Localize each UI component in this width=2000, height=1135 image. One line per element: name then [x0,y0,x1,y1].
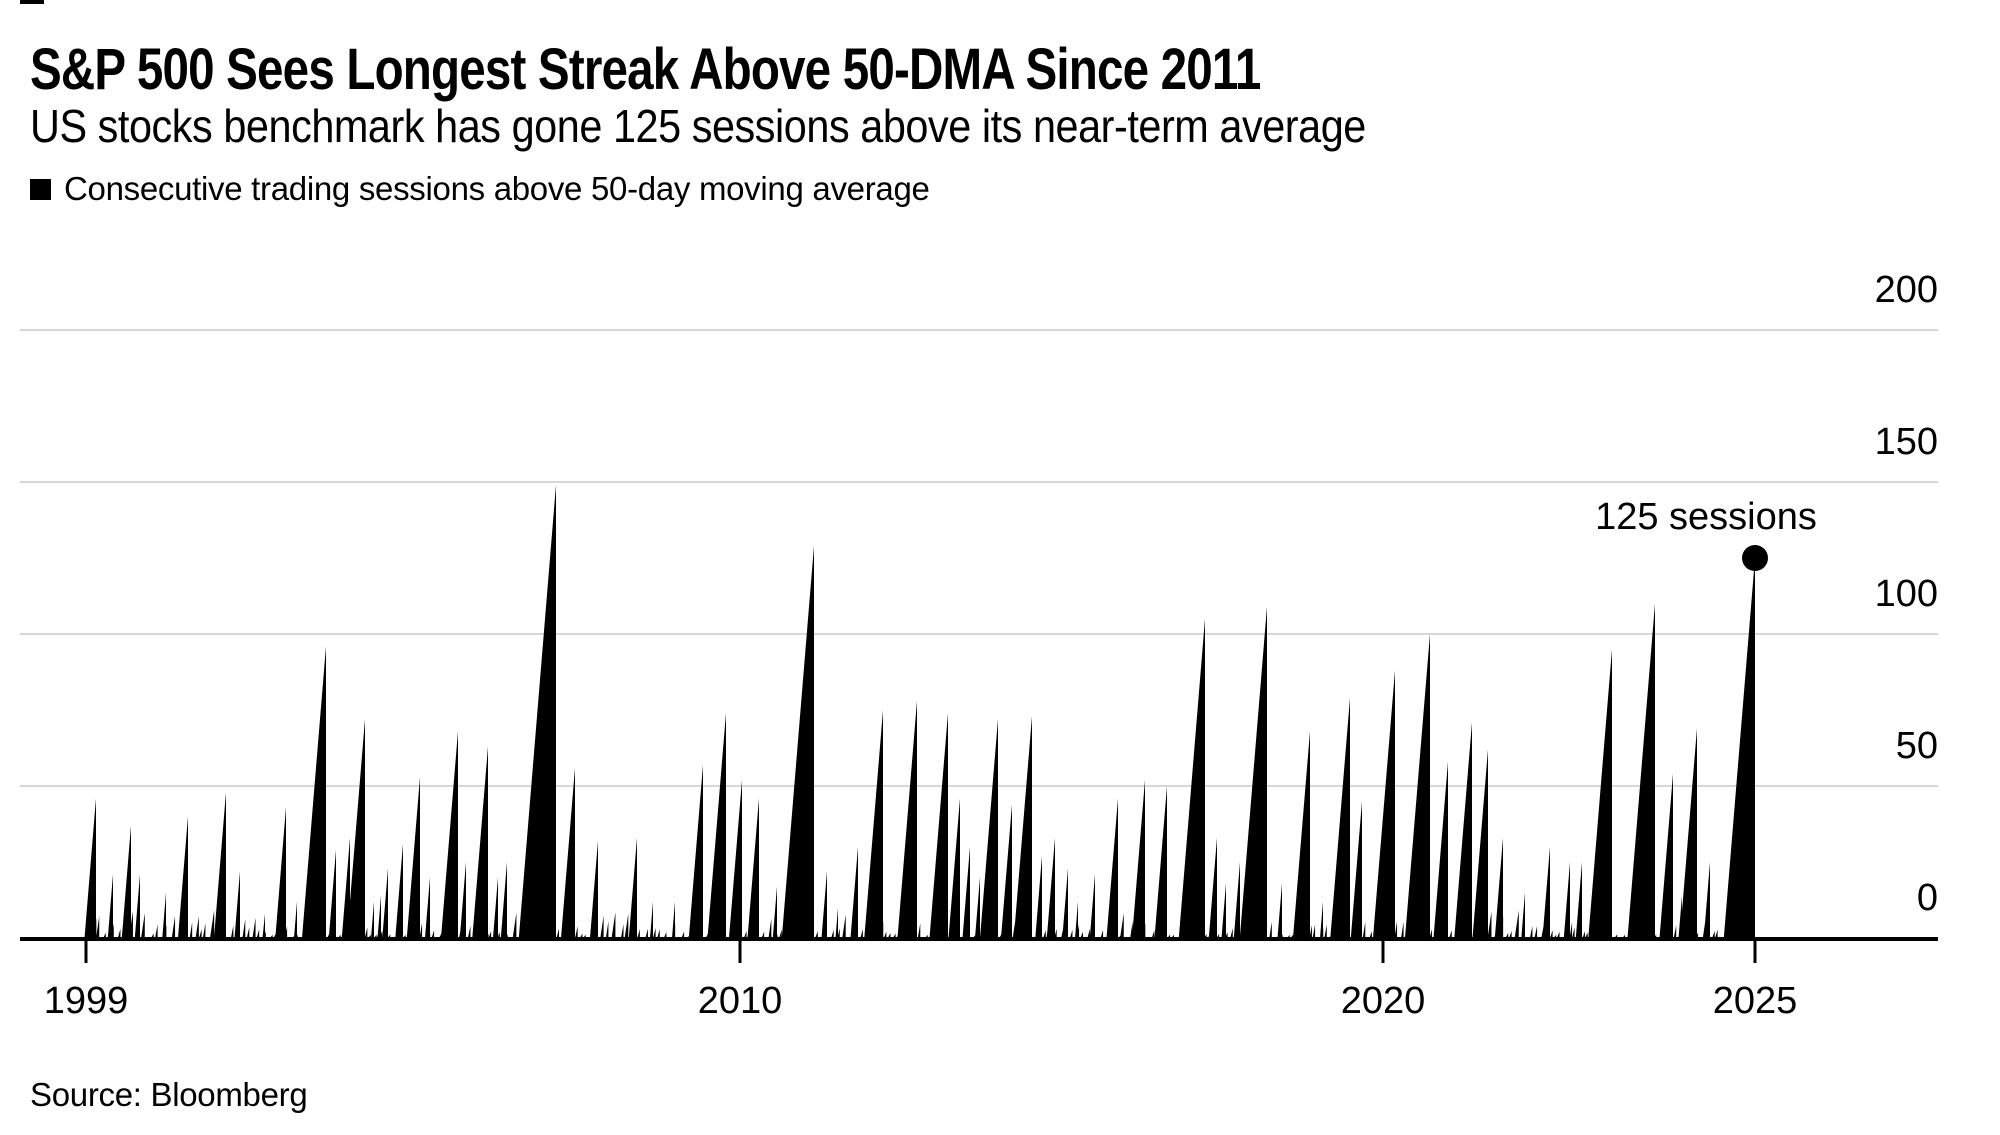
y-axis-label-200: 200 [1875,269,1938,311]
chart-subtitle: US stocks benchmark has gone 125 session… [30,100,1366,152]
y-axis-label-0: 0 [1917,877,1938,919]
x-axis-label-1999: 1999 [44,980,129,1022]
y-axis-label-50: 50 [1896,725,1938,767]
legend-label: Consecutive trading sessions above 50-da… [64,170,930,207]
legend-swatch-icon [30,178,51,200]
x-axis-label-2025: 2025 [1713,980,1798,1022]
x-axis-label-2010: 2010 [698,980,783,1022]
x-axis-label-2020: 2020 [1341,980,1426,1022]
legend: Consecutive trading sessions above 50-da… [30,170,930,208]
chart-title: S&P 500 Sees Longest Streak Above 50-DMA… [30,37,1261,102]
source-credit: Source: Bloomberg [30,1076,308,1113]
top-edge-mark [20,0,44,4]
y-axis-label-150: 150 [1875,421,1938,463]
y-axis-label-100: 100 [1875,573,1938,615]
streak-series-area [84,485,1755,938]
annotation-125-sessions: 125 sessions [1595,496,1817,538]
last-point-marker-dot [1742,545,1768,571]
